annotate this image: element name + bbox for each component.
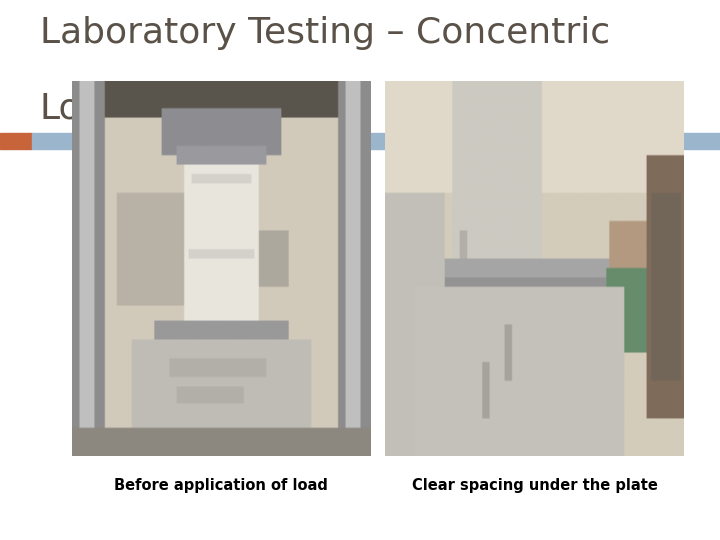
Bar [0,133,32,148]
Text: Clear spacing under the plate: Clear spacing under the plate [412,478,657,493]
Text: Before application of load: Before application of load [114,478,328,493]
Text: Laboratory Testing – Concentric: Laboratory Testing – Concentric [40,16,610,50]
Text: Load: Load [40,92,126,126]
Bar [32,133,720,148]
